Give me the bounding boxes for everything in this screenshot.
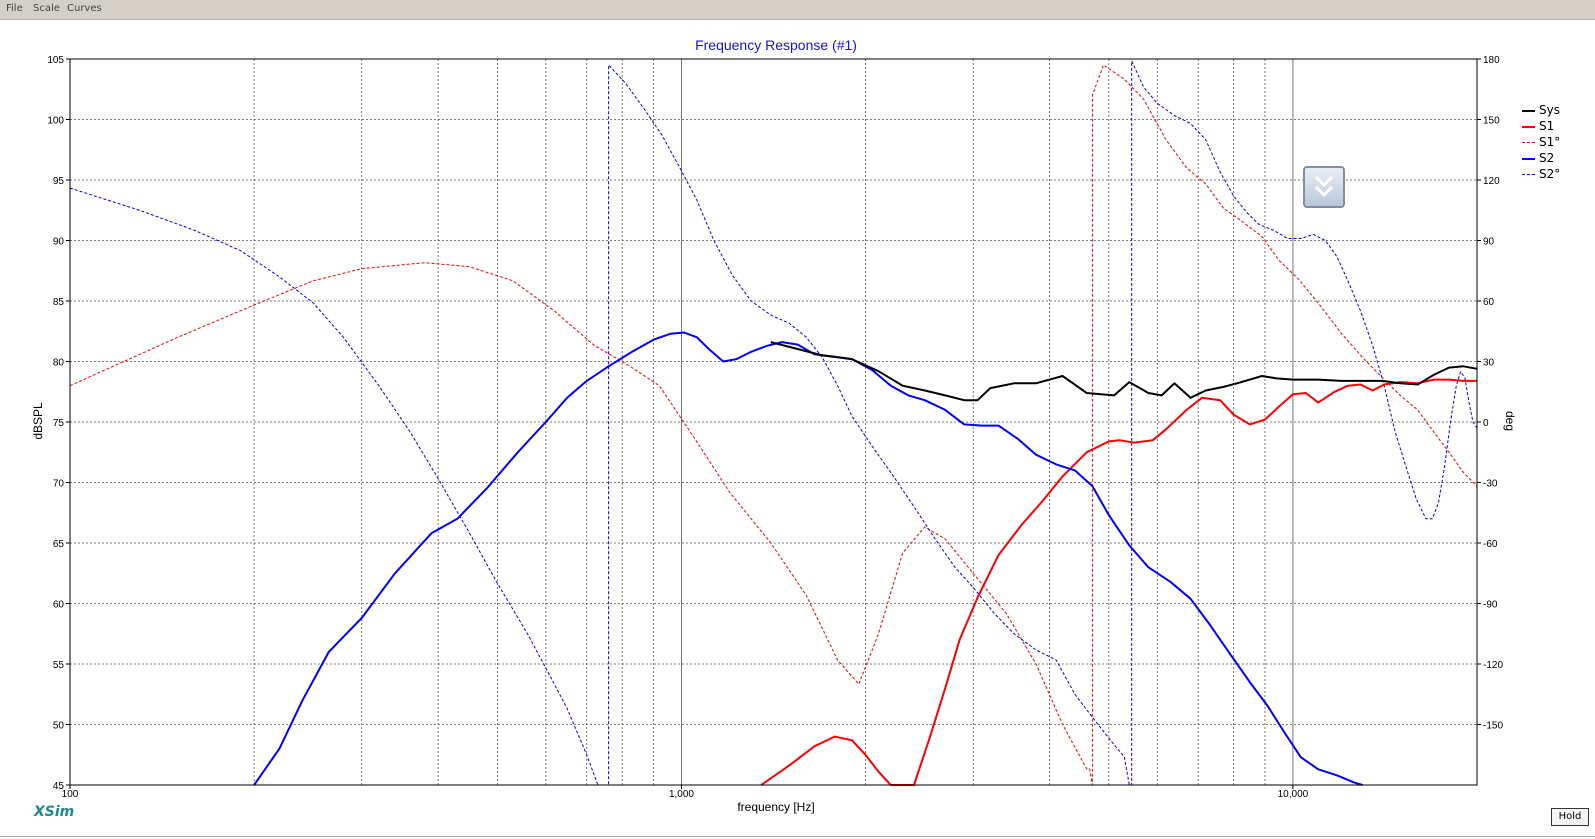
x-tick-label: 10,000 xyxy=(1278,789,1309,800)
y-tick-label: 85 xyxy=(53,297,65,308)
chart-title: Frequency Response (#1) xyxy=(695,37,857,53)
y2-tick-label: 180 xyxy=(1483,55,1500,66)
y-tick-label: 50 xyxy=(53,721,65,732)
legend-line-s1-phase xyxy=(1522,142,1535,143)
frequency-response-chart: Frequency Response (#1) frequency [Hz] d… xyxy=(31,37,1517,814)
y2-tick-label: -30 xyxy=(1483,479,1498,490)
legend-label-s1-phase: S1° xyxy=(1539,135,1561,149)
legend-line-s2 xyxy=(1522,158,1535,160)
legend-item-s2[interactable]: S2 xyxy=(1522,151,1582,167)
y2-tick-label: 120 xyxy=(1483,176,1500,187)
menu-curves[interactable]: Curves xyxy=(67,3,102,14)
legend-line-s2-phase xyxy=(1522,174,1535,175)
legend-item-sys[interactable]: Sys xyxy=(1522,103,1582,119)
legend-item-s1[interactable]: S1 xyxy=(1522,119,1582,135)
series-s2-line xyxy=(253,331,1363,786)
menu-bar: File Scale Curves xyxy=(0,0,1595,20)
legend-label-sys: Sys xyxy=(1539,103,1560,117)
legend-label-s1: S1 xyxy=(1539,119,1555,133)
y-tick-label: 95 xyxy=(53,176,65,187)
y-tick-label: 60 xyxy=(53,600,65,611)
series-s1-phase-line xyxy=(69,64,1478,786)
menu-file[interactable]: File xyxy=(6,3,23,14)
legend-line-sys xyxy=(1522,110,1535,112)
y-tick-label: 100 xyxy=(47,116,64,127)
y2-tick-label: -90 xyxy=(1483,600,1498,611)
y-tick-label: 65 xyxy=(53,539,65,550)
y-tick-label: 80 xyxy=(53,358,65,369)
y2-tick-label: -60 xyxy=(1483,539,1498,550)
y-tick-label: 75 xyxy=(53,418,65,429)
double-chevron-down-icon xyxy=(1314,175,1334,198)
y-tick-label: 45 xyxy=(53,781,65,792)
y2-tick-label: 150 xyxy=(1483,116,1500,127)
series-s2-phase-line xyxy=(69,60,1478,786)
scroll-down-button[interactable] xyxy=(1303,166,1345,208)
y-tick-label: 105 xyxy=(47,55,64,66)
series-sys-line xyxy=(770,341,1478,402)
legend-label-s2-phase: S2° xyxy=(1539,167,1561,181)
y2-axis-label: deg xyxy=(1503,411,1517,431)
y-tick-label: 70 xyxy=(53,479,65,490)
app-logo: XSim xyxy=(34,804,75,820)
y2-tick-label: 30 xyxy=(1483,358,1495,369)
y-axis-label: dBSPL xyxy=(31,402,45,440)
x-axis-label: frequency [Hz] xyxy=(737,800,814,814)
y2-tick-label: -150 xyxy=(1483,721,1503,732)
legend: Sys S1 S1° S2 S2° xyxy=(1522,103,1582,183)
x-tick-label: 100 xyxy=(62,789,79,800)
y2-tick-label: 90 xyxy=(1483,237,1495,248)
y2-tick-label: 60 xyxy=(1483,297,1495,308)
y2-tick-label: 0 xyxy=(1483,418,1489,429)
bottom-divider xyxy=(0,836,1595,837)
legend-item-s2-phase[interactable]: S2° xyxy=(1522,167,1582,183)
y2-tick-label: -120 xyxy=(1483,660,1503,671)
legend-label-s2: S2 xyxy=(1539,151,1555,165)
y-tick-label: 55 xyxy=(53,660,65,671)
x-tick-label: 1,000 xyxy=(669,789,694,800)
plot-frame xyxy=(69,58,1478,786)
hold-button[interactable]: Hold xyxy=(1551,808,1589,826)
legend-item-s1-phase[interactable]: S1° xyxy=(1522,135,1582,151)
legend-line-s1 xyxy=(1522,126,1535,128)
y-tick-label: 90 xyxy=(53,237,65,248)
menu-scale[interactable]: Scale xyxy=(33,3,60,14)
